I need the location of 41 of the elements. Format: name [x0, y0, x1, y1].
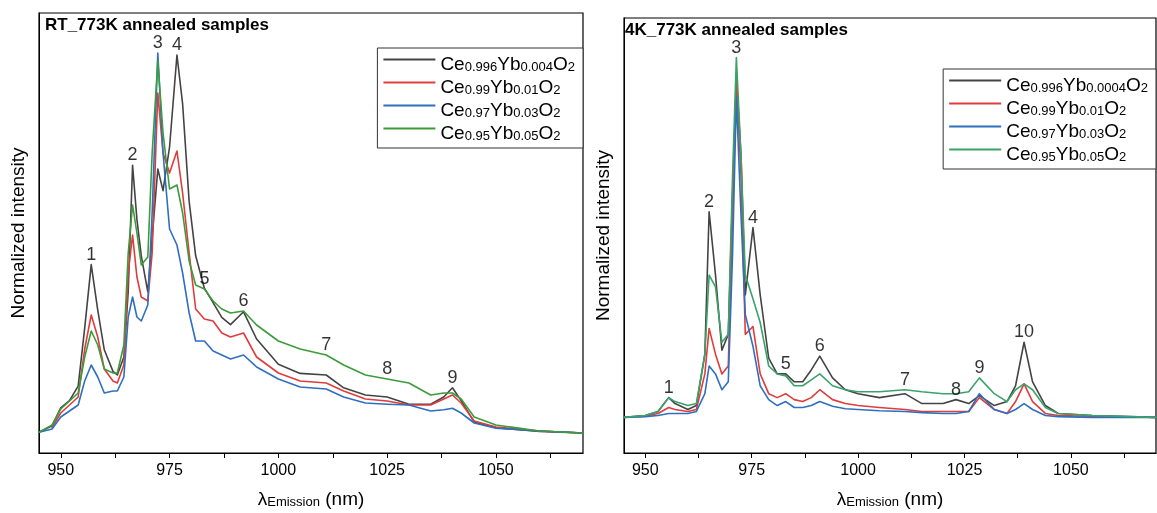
legend-label: Ce0.97Yb0.03O2	[440, 99, 561, 120]
annotation: 4	[747, 206, 758, 227]
annotation: 1	[663, 376, 674, 397]
annotation: 8	[382, 358, 393, 378]
x-tick-label: 950	[47, 460, 75, 478]
legend-label: Ce0.95Yb0.05O2	[1006, 143, 1127, 164]
x-tick-label: 975	[156, 460, 184, 478]
legend-label: Ce0.97Yb0.03O2	[1006, 120, 1127, 141]
legend-label: Ce0.95Yb0.05O2	[440, 122, 561, 143]
annotation: 5	[780, 352, 791, 373]
chart-title: RT_773K annealed samples	[45, 15, 269, 34]
x-tick-label: 950	[631, 460, 659, 478]
annotation: 3	[731, 36, 742, 57]
annotation: 10	[1014, 321, 1035, 342]
annotation: 2	[127, 144, 138, 165]
legend-label: Ce0.99Yb0.01O2	[440, 76, 561, 97]
x-tick-label: 975	[738, 460, 766, 478]
x-tick-label: 1025	[369, 460, 406, 478]
annotation: 9	[447, 366, 458, 387]
legend-label: Ce0.996Yb0.004O2	[440, 53, 575, 74]
chart-title: 4K_773K annealed samples	[625, 20, 849, 39]
annotation: 7	[899, 368, 910, 389]
annotation: 2	[704, 190, 715, 211]
annotation: 4	[171, 34, 182, 54]
x-tick-label: 1050	[478, 460, 514, 478]
x-tick-label: 1050	[1053, 460, 1089, 478]
legend-label: Ce0.996Yb0.0004O2	[1006, 74, 1148, 95]
annotation: 3	[152, 32, 163, 52]
annotation: 9	[974, 356, 985, 377]
annotation: 6	[238, 290, 249, 310]
annotation: 6	[814, 335, 825, 356]
annotation: 1	[86, 243, 97, 264]
x-axis-title: λEmission (nm)	[836, 488, 944, 509]
y-axis-title: Normalized intensity	[592, 149, 613, 322]
x-tick-label: 1025	[946, 460, 983, 478]
legend-label: Ce0.99Yb0.01O2	[1006, 97, 1127, 118]
annotation: 7	[321, 334, 332, 354]
x-tick-label: 1000	[840, 460, 876, 478]
x-tick-label: 1000	[260, 460, 297, 478]
x-axis-title: λEmission (nm)	[257, 488, 365, 509]
y-axis-title: Normalized intensity	[7, 146, 28, 319]
